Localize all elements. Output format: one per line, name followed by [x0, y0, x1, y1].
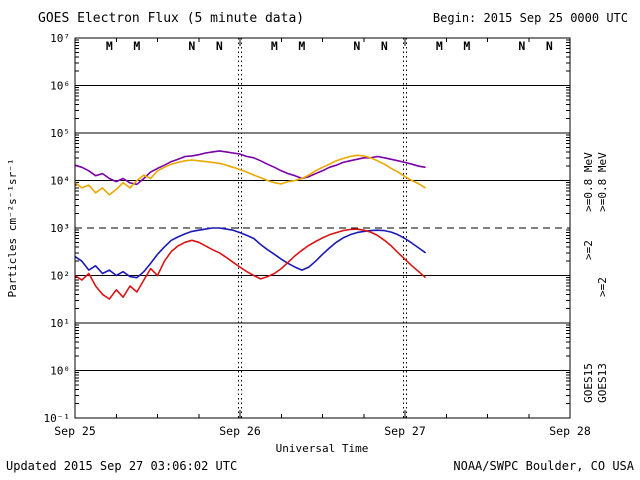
y-tick-label: 10⁻¹ [44, 412, 71, 425]
y-axis-label: Particles cm⁻²s⁻¹sr⁻¹ [6, 158, 19, 297]
satellite-marker: M [106, 39, 113, 53]
legend-label: >=2 [596, 277, 609, 297]
y-tick-label: 10⁰ [50, 365, 70, 378]
x-tick-label: Sep 25 [54, 424, 96, 438]
y-tick-labels: 10⁻¹ 10⁰ 10¹ 10² 10³ 10⁴ 10⁵ 10⁶ 10⁷ [44, 32, 71, 425]
legend-label: GOES15 [582, 363, 595, 403]
y-tick-label: 10⁵ [50, 127, 70, 140]
legend-label: >=0.8 MeV [596, 152, 609, 212]
series-line-goes13-2-mev [74, 228, 427, 300]
series-line-goes15-2-mev [74, 227, 427, 279]
y-tick-label: 10⁴ [50, 175, 70, 188]
updated-timestamp: Updated 2015 Sep 27 03:06:02 UTC [6, 459, 237, 473]
satellite-marker: M [298, 39, 305, 53]
y-tick-label: 10⁶ [50, 80, 70, 93]
legend-label: >=0.8 MeV [582, 152, 595, 212]
source-credit: NOAA/SWPC Boulder, CO USA [453, 459, 634, 473]
satellite-marker: N [353, 39, 360, 53]
satellite-marker: M [133, 39, 140, 53]
right-legend-labels: >=0.8 MeV >=0.8 MeV >=2 >=2 GOES15 GOES13 [582, 152, 609, 403]
series-line-goes13-0-8-mev [74, 154, 427, 196]
series-line-goes15-0-8-mev [74, 150, 426, 186]
plot-border [74, 37, 571, 419]
y-tick-label: 10² [50, 270, 70, 283]
begin-label: Begin: 2015 Sep 25 0000 UTC [433, 11, 628, 25]
satellite-marker: N [518, 39, 525, 53]
axis-ticks [75, 38, 570, 418]
gridlines [75, 38, 570, 418]
satellite-marker: M [271, 39, 278, 53]
satellite-marker: N [216, 39, 223, 53]
chart-title: GOES Electron Flux (5 minute data) [38, 11, 304, 26]
satellite-marker: N [188, 39, 195, 53]
x-tick-label: Sep 26 [219, 424, 261, 438]
x-tick-label: Sep 28 [549, 424, 591, 438]
legend-label: GOES13 [596, 363, 609, 403]
satellite-marker: N [381, 39, 388, 53]
satellite-marker: N [546, 39, 553, 53]
y-tick-label: 10⁷ [50, 32, 70, 45]
x-tick-labels: Sep 25 Sep 26 Sep 27 Sep 28 [54, 424, 591, 438]
y-tick-label: 10¹ [50, 317, 70, 330]
x-tick-label: Sep 27 [384, 424, 426, 438]
satellite-marker: M [463, 39, 470, 53]
legend-label: >=2 [582, 240, 595, 260]
x-axis-label: Universal Time [276, 442, 369, 455]
satellite-marker: M [436, 39, 443, 53]
series-lines [74, 150, 427, 300]
y-tick-label: 10³ [50, 222, 70, 235]
